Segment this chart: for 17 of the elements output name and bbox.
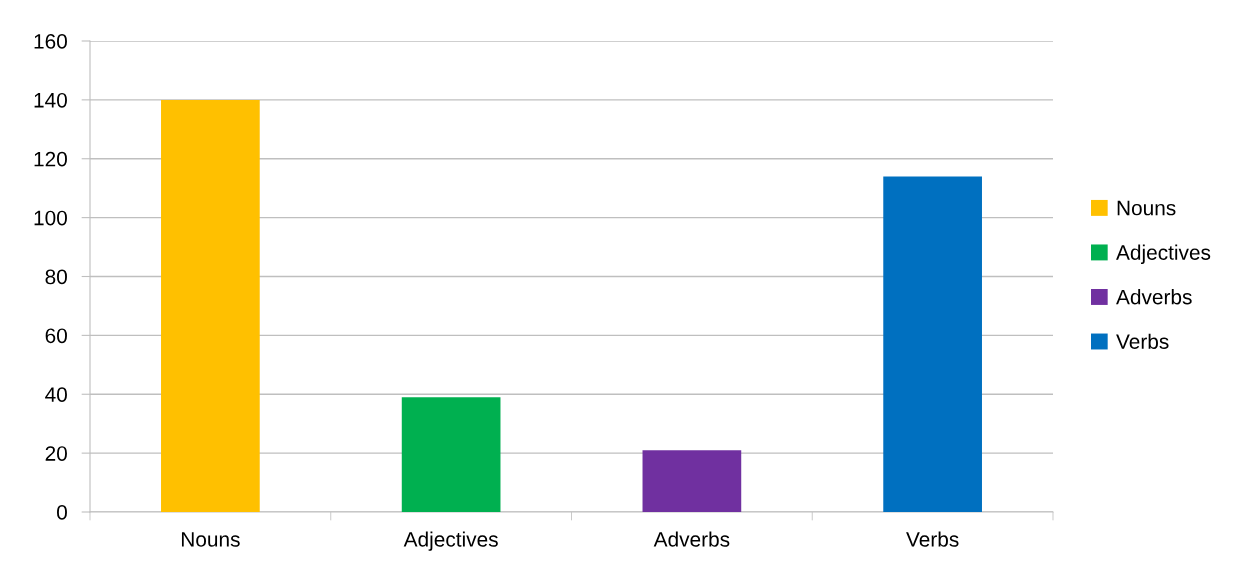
y-tick-label: 120 bbox=[34, 151, 67, 167]
x-tick-label: Adverbs bbox=[653, 531, 730, 547]
y-tick-label: 100 bbox=[34, 210, 67, 226]
y-tick-label: 80 bbox=[45, 269, 67, 285]
x-tick-label: Adjectives bbox=[403, 531, 498, 551]
y-tick-label: 40 bbox=[45, 387, 67, 402]
legend-label: Adverbs bbox=[1116, 289, 1192, 305]
y-tick-label: 160 bbox=[34, 34, 67, 49]
legend-label: Verbs bbox=[1116, 333, 1169, 349]
legend-label: Adjectives bbox=[1116, 244, 1211, 264]
y-tick-label: 140 bbox=[34, 92, 67, 108]
x-tick-label: Verbs bbox=[906, 531, 959, 547]
y-tick-label: 20 bbox=[45, 446, 67, 461]
y-tick-label: 0 bbox=[57, 505, 67, 520]
x-tick-label: Nouns bbox=[181, 532, 240, 547]
legend-label: Nouns bbox=[1117, 200, 1176, 216]
y-tick-label: 60 bbox=[45, 328, 67, 344]
